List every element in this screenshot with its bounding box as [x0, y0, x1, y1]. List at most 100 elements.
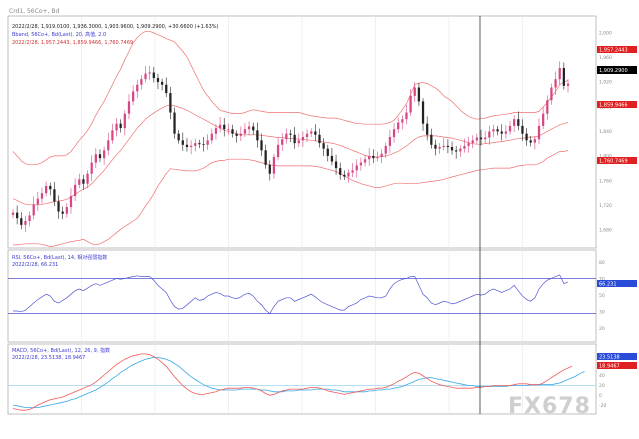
candle-body: [49, 185, 52, 190]
macd-header: MACD, 56Co+, Bd(Last), 12, 26, 9, 指数: [12, 347, 110, 354]
candle-body: [310, 131, 313, 134]
candle-body: [517, 119, 520, 126]
last-price-tag: 1,909.2900: [597, 66, 637, 74]
candle-body: [384, 145, 387, 154]
candle-body: [554, 79, 557, 88]
candle-body: [268, 164, 271, 174]
candle-body: [401, 119, 404, 123]
candle-body: [434, 144, 437, 149]
rsi-line: [13, 274, 569, 315]
candle-body: [488, 131, 491, 138]
candle-body: [330, 155, 334, 162]
candle-body: [334, 161, 338, 169]
candle-body: [173, 112, 176, 134]
candle-body: [181, 140, 184, 145]
candle-body: [231, 129, 234, 134]
candle-body: [496, 129, 499, 132]
svg-text:1,760.7469: 1,760.7469: [599, 159, 628, 165]
candle-body: [148, 72, 151, 74]
svg-text:1,957.2443: 1,957.2443: [599, 48, 628, 54]
candle-body: [380, 153, 383, 158]
candle-body: [388, 137, 392, 146]
price-axis-tick: 1,800: [599, 154, 612, 160]
candle-body: [343, 174, 346, 177]
candle-body: [475, 137, 479, 141]
candle-body: [32, 204, 35, 216]
rsi-header-values: 2022/2/28, 66.231: [12, 262, 58, 268]
candle-body: [98, 154, 102, 159]
candle-body: [102, 150, 106, 159]
candle-body: [65, 207, 68, 214]
candle-body: [471, 140, 474, 144]
price-axis-tick: 1,840: [599, 129, 612, 135]
candle-body: [492, 129, 495, 132]
candle-body: [566, 83, 570, 86]
candle-body: [20, 218, 23, 225]
upper-band-tag: 1,957.2443: [597, 46, 637, 54]
signal-value-tag: 18.9467: [597, 362, 637, 370]
candle-body: [463, 145, 466, 149]
candle-body: [156, 78, 160, 82]
candle-body: [562, 68, 565, 86]
candle-body: [210, 133, 213, 141]
candle-body: [86, 173, 89, 184]
candle-body: [165, 84, 168, 94]
rsi-plot: [8, 274, 596, 315]
macd-line: [12, 353, 573, 411]
candle-body: [525, 133, 528, 141]
candle-body: [479, 137, 483, 140]
candle-body: [351, 170, 354, 173]
candle-body: [243, 129, 247, 134]
candle-body: [90, 162, 93, 174]
candle-body: [136, 84, 139, 92]
candle-body: [521, 125, 524, 134]
candle-body: [455, 150, 458, 152]
candle-body: [413, 87, 416, 96]
rsi-axis-tick: 50: [599, 293, 605, 299]
candle-body: [57, 201, 60, 212]
candle-body: [28, 215, 31, 221]
candle-body: [285, 133, 288, 140]
candle-body: [260, 140, 263, 151]
candle-body: [446, 145, 450, 148]
rsi-header: RSI, 56Co+, Bd(Last), 14, 相对强弱指数: [12, 254, 107, 261]
candle-body: [430, 134, 433, 145]
price-header-ohlc: 2022/2/28, 1,919.0100, 1,936.3000, 1,903…: [12, 24, 219, 30]
svg-text:1,859.9466: 1,859.9466: [599, 103, 628, 109]
candle-body: [392, 129, 396, 138]
candle-body: [256, 130, 259, 141]
candle-body: [107, 140, 110, 151]
candle-body: [123, 113, 126, 129]
candle-body: [69, 195, 73, 208]
candle-body: [198, 143, 201, 145]
candle-body: [276, 144, 280, 158]
macd-value-tag: 23.5138: [597, 353, 637, 361]
lower-band-tag: 1,760.7469: [597, 157, 637, 165]
candle-body: [24, 220, 27, 225]
candle-body: [223, 124, 226, 130]
candle-body: [202, 144, 205, 146]
candle-body: [160, 81, 164, 85]
candle-body: [235, 133, 238, 136]
candle-body: [16, 212, 19, 219]
candle-body: [111, 130, 114, 141]
candle-body: [376, 157, 379, 159]
candle-body: [11, 212, 15, 215]
candle-body: [438, 147, 441, 149]
candle-body: [131, 91, 135, 102]
rsi-axis-tick: 70: [599, 277, 605, 283]
bollinger-lower-band: [13, 150, 569, 247]
macd-header-values: 2022/2/28, 23.5138, 18.9467: [12, 355, 85, 361]
gridlines: [81, 16, 523, 414]
window-title: Crd1, 56Co+, Bd: [9, 8, 59, 15]
candle-body: [409, 95, 412, 113]
candle-body: [305, 133, 309, 138]
price-header-bband-values: 2022/2/28, 1,957.2443, 1,859.9466, 1,760…: [12, 40, 133, 46]
price-axis-tick: 1,760: [599, 178, 612, 184]
candle-body: [264, 150, 267, 165]
candle-body: [508, 125, 512, 132]
candle-body: [115, 123, 118, 131]
candle-body: [177, 133, 180, 141]
candle-body: [189, 145, 193, 148]
candle-body: [218, 124, 222, 129]
